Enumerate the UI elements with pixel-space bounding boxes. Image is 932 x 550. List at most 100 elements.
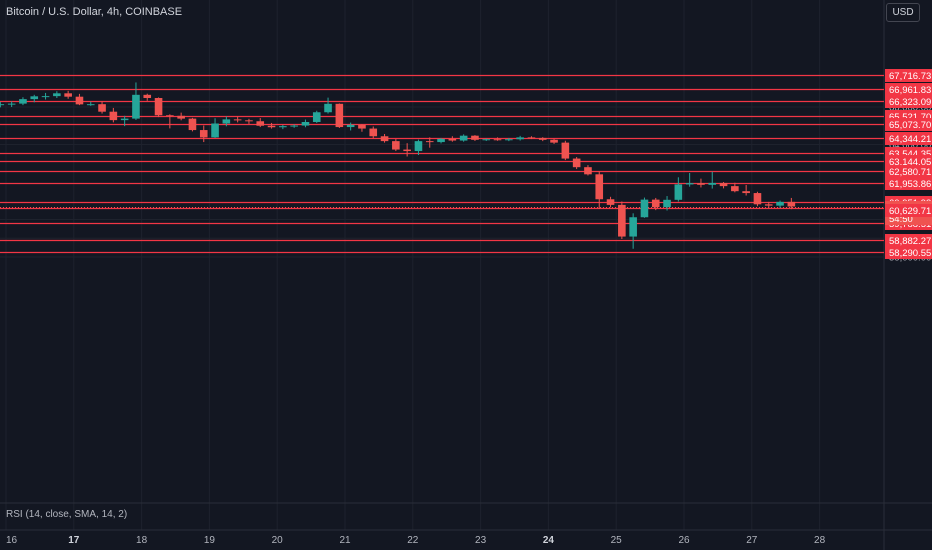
candle[interactable] <box>742 185 750 196</box>
candle[interactable] <box>527 136 536 140</box>
candle[interactable] <box>64 90 72 99</box>
candle[interactable] <box>86 101 95 106</box>
candle[interactable] <box>493 137 502 141</box>
price-label-text: 63,544.35 <box>889 149 931 160</box>
candle[interactable] <box>199 125 208 143</box>
candle-body <box>245 120 253 122</box>
candle-body <box>109 111 118 121</box>
candle[interactable] <box>369 126 378 139</box>
candle[interactable] <box>19 97 27 106</box>
candle[interactable] <box>572 157 581 170</box>
candle[interactable] <box>764 201 773 209</box>
candle[interactable] <box>346 122 355 131</box>
candle[interactable] <box>651 197 660 211</box>
candle[interactable] <box>697 178 705 188</box>
candle[interactable] <box>143 93 152 101</box>
level-price-label[interactable]: 64,344.21 <box>885 132 932 145</box>
candle[interactable] <box>437 137 445 144</box>
candle[interactable] <box>708 171 717 189</box>
level-price-label[interactable]: 58,290.55 <box>885 246 932 259</box>
level-price-label[interactable]: 67,716.73 <box>885 69 932 82</box>
candle[interactable] <box>233 116 242 123</box>
candle[interactable] <box>245 118 253 124</box>
candle[interactable] <box>177 112 185 121</box>
candle[interactable] <box>279 125 287 130</box>
level-price-label[interactable]: 66,961.83 <box>885 83 932 96</box>
candle[interactable] <box>505 137 513 142</box>
time-tick-label: 26 <box>678 535 690 546</box>
candle[interactable] <box>392 139 400 152</box>
candle[interactable] <box>538 137 547 142</box>
candle[interactable] <box>267 122 276 129</box>
candle-body <box>188 118 197 131</box>
candle[interactable] <box>301 119 310 128</box>
candle[interactable] <box>109 107 118 123</box>
candle[interactable] <box>629 213 637 249</box>
candle[interactable] <box>674 177 683 202</box>
candle[interactable] <box>222 116 231 127</box>
rsi-indicator-label[interactable]: RSI (14, close, SMA, 14, 2) <box>6 509 128 520</box>
candle[interactable] <box>335 103 344 128</box>
candle[interactable] <box>448 136 457 142</box>
candle[interactable] <box>41 92 50 100</box>
candle[interactable] <box>618 201 626 240</box>
bar-countdown-text: 54:50 <box>889 214 913 225</box>
level-price-label[interactable]: 60,629.71 <box>885 204 932 217</box>
candle-body <box>640 199 649 218</box>
level-price-label[interactable]: 63,144.05 <box>885 155 932 168</box>
candle[interactable] <box>482 138 491 141</box>
candle[interactable] <box>516 135 524 141</box>
candle[interactable] <box>606 196 615 208</box>
candle[interactable] <box>471 135 479 141</box>
level-price-label[interactable]: 65,073.70 <box>885 118 932 131</box>
candle[interactable] <box>787 197 796 210</box>
price-label-text: 65,073.70 <box>889 120 931 131</box>
candle[interactable] <box>312 110 321 123</box>
candle[interactable] <box>403 143 411 157</box>
candle[interactable] <box>324 97 332 114</box>
candle[interactable] <box>595 171 604 209</box>
candle[interactable] <box>290 124 298 128</box>
candle[interactable] <box>640 197 649 218</box>
candle[interactable] <box>550 138 558 144</box>
level-price-label[interactable]: 58,882.27 <box>885 234 932 247</box>
level-price-label[interactable]: 61,953.86 <box>885 177 932 190</box>
candle[interactable] <box>731 182 739 193</box>
candle[interactable] <box>561 140 570 161</box>
candle[interactable] <box>719 182 728 189</box>
candle[interactable] <box>414 139 423 155</box>
candle[interactable] <box>584 165 592 176</box>
candle[interactable] <box>753 191 762 207</box>
price-label-box <box>885 118 932 131</box>
candle-body <box>358 124 366 129</box>
candle[interactable] <box>7 101 16 107</box>
level-price-label[interactable]: 66,323.09 <box>885 95 932 108</box>
candle[interactable] <box>459 134 468 142</box>
candle-body <box>290 125 298 127</box>
candle[interactable] <box>53 91 61 98</box>
candle[interactable] <box>256 118 265 128</box>
candle[interactable] <box>154 97 163 118</box>
candle-body <box>448 138 457 141</box>
candle[interactable] <box>776 200 784 208</box>
candle[interactable] <box>425 137 434 148</box>
candle[interactable] <box>166 114 174 129</box>
candle[interactable] <box>211 118 219 138</box>
candle-body <box>764 204 773 206</box>
candle[interactable] <box>132 82 140 120</box>
candle[interactable] <box>380 134 389 143</box>
candle[interactable] <box>0 101 5 108</box>
candle[interactable] <box>30 94 39 103</box>
time-tick-label: 28 <box>814 535 826 546</box>
level-price-label[interactable]: 62,580.71 <box>885 165 932 178</box>
candle-body <box>177 115 185 119</box>
candle[interactable] <box>685 173 694 187</box>
candle[interactable] <box>120 115 129 127</box>
candle[interactable] <box>188 117 197 132</box>
candle[interactable] <box>663 196 671 211</box>
currency-button[interactable]: USD <box>886 3 920 22</box>
candle[interactable] <box>75 93 84 106</box>
candle[interactable] <box>98 101 106 114</box>
candle[interactable] <box>358 124 366 132</box>
